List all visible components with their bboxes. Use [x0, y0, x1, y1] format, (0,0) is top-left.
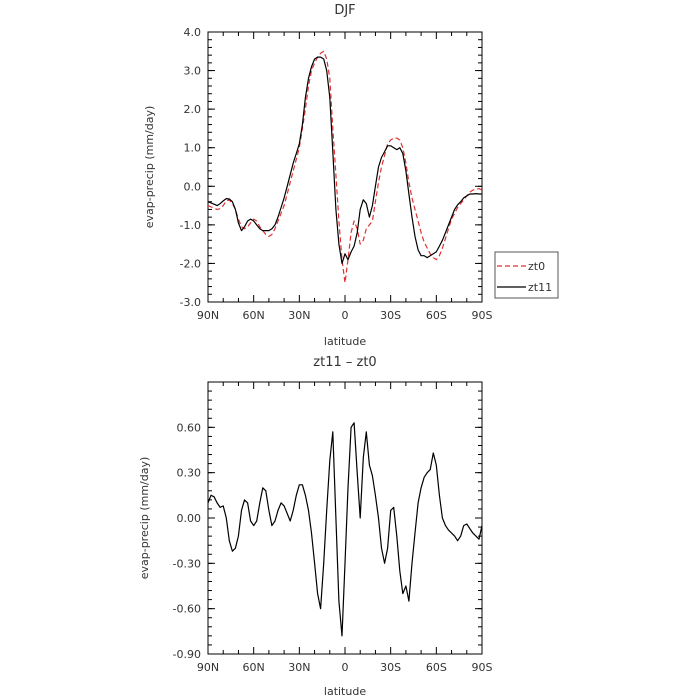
x-tick-label-difference: 60N: [243, 661, 265, 674]
legend-label-zt0: zt0: [528, 260, 545, 273]
series-line-zt11: [207, 56, 482, 264]
y-tick-label-difference: 0.00: [177, 512, 202, 525]
chart-difference: zt11 – zt0 90N 60N 30N 0 30S 60S 90S -0.90 -0.60…: [138, 355, 493, 698]
y-tick-label-djf: 1.0: [184, 142, 202, 155]
series-lines-djf: [207, 50, 483, 284]
legend-label-zt11: zt11: [528, 281, 552, 294]
y-axis-label-djf: evap-precip (mm/day): [143, 106, 156, 229]
x-tick-label-difference: 90S: [472, 661, 493, 674]
x-tick-label-djf: 30N: [288, 309, 310, 322]
x-tick-label-djf: 90S: [472, 309, 493, 322]
x-tick-label-difference: 60S: [426, 661, 447, 674]
y-tick-label-djf: -3.0: [180, 296, 201, 309]
x-tick-label-difference: 0: [342, 661, 349, 674]
y-tick-label-djf: 0.0: [184, 180, 202, 193]
y-tick-label-djf: 2.0: [184, 103, 202, 116]
y-tick-label-difference: -0.90: [173, 648, 201, 661]
x-tick-label-djf: 30S: [380, 309, 401, 322]
y-tick-label-djf: -2.0: [180, 257, 201, 270]
legend-box: [494, 251, 559, 299]
y-tick-label-difference: -0.30: [173, 557, 201, 570]
x-tick-label-djf: 60N: [243, 309, 265, 322]
plot-frame-djf: [207, 31, 483, 303]
y-tick-label-djf: 4.0: [184, 26, 202, 39]
chart-djf: DJF 90N 60N 30N 0 30S 60S 90S -3.0 -2.0 -1.0 0.0 1.…: [143, 3, 559, 348]
ticks-difference: 90N 60N 30N 0 30S 60S 90S -0.90 -0.60 -0.30 0.00 0.…: [173, 381, 493, 674]
y-tick-label-difference: 0.60: [177, 421, 202, 434]
x-tick-label-difference: 30N: [288, 661, 310, 674]
x-tick-label-djf: 90N: [197, 309, 219, 322]
ticks-djf: 90N 60N 30N 0 30S 60S 90S -3.0 -2.0 -1.0 0.0 1.0 2.0…: [180, 26, 493, 322]
plot-frame-difference: [207, 381, 483, 655]
y-tick-label-djf: 3.0: [184, 65, 202, 78]
x-axis-label-djf: latitude: [324, 335, 366, 348]
y-tick-label-difference: 0.30: [177, 467, 202, 480]
series-line-difference: [207, 422, 483, 637]
x-axis-label-difference: latitude: [324, 685, 366, 698]
x-tick-label-difference: 30S: [380, 661, 401, 674]
series-lines-difference: [207, 422, 483, 637]
y-tick-label-djf: -1.0: [180, 219, 201, 232]
chart-title-djf: DJF: [334, 3, 355, 18]
legend: zt0 zt11: [494, 251, 559, 299]
y-tick-label-difference: -0.60: [173, 603, 201, 616]
x-tick-label-djf: 60S: [426, 309, 447, 322]
y-axis-label-difference: evap-precip (mm/day): [138, 457, 151, 580]
x-tick-label-difference: 90N: [197, 661, 219, 674]
chart-title-difference: zt11 – zt0: [313, 355, 376, 370]
x-tick-label-djf: 0: [342, 309, 349, 322]
series-line-zt0: [207, 50, 483, 284]
